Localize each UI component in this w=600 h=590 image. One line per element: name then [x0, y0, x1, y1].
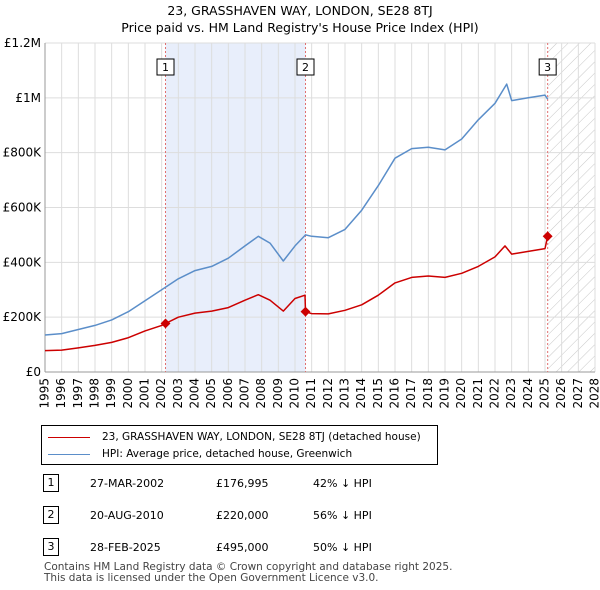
x-tick-label: 2003 — [171, 378, 185, 409]
y-tick-label: £800K — [3, 146, 43, 160]
transaction-row: 2 20-AUG-2010 £220,000 56% ↓ HPI — [0, 506, 600, 526]
sale-label-number: 2 — [302, 61, 309, 74]
x-tick-label: 2019 — [438, 378, 452, 409]
x-tick-label: 2010 — [288, 378, 302, 409]
legend-swatch-property — [48, 436, 90, 438]
chart-subtitle: Price paid vs. HM Land Registry's House … — [121, 20, 479, 35]
x-tick-label: 2001 — [138, 378, 152, 409]
x-tick-label: 2002 — [154, 378, 168, 409]
x-tick-label: 2008 — [254, 378, 268, 409]
x-tick-label: 2007 — [238, 378, 252, 409]
y-tick-label: £600K — [3, 201, 43, 215]
x-tick-label: 2023 — [504, 378, 518, 409]
sale-label-number: 3 — [544, 61, 551, 74]
sale-label-number: 1 — [162, 61, 169, 74]
x-tick-label: 2022 — [488, 378, 502, 409]
x-tick-label: 1997 — [71, 378, 85, 409]
x-tick-label: 1996 — [54, 378, 68, 409]
transaction-marker: 3 — [43, 538, 59, 556]
x-tick-label: 2028 — [588, 378, 600, 409]
x-tick-label: 2014 — [354, 378, 368, 409]
chart-title: 23, GRASSHAVEN WAY, LONDON, SE28 8TJ — [167, 3, 433, 18]
transaction-date: 27-MAR-2002 — [90, 477, 165, 490]
x-tick-label: 2015 — [371, 378, 385, 409]
property-price-line — [44, 236, 549, 352]
transaction-date: 28-FEB-2025 — [90, 541, 161, 554]
y-tick-label: £200K — [3, 310, 43, 324]
transaction-row: 1 27-MAR-2002 £176,995 42% ↓ HPI — [0, 474, 600, 494]
x-tick-label: 2020 — [454, 378, 468, 409]
footer-licence: This data is licensed under the Open Gov… — [44, 572, 379, 584]
x-tick-label: 2009 — [271, 378, 285, 409]
transaction-hpi-diff: 56% ↓ HPI — [313, 509, 372, 522]
x-tick-label: 2004 — [188, 378, 202, 409]
hpi-line — [44, 83, 549, 336]
transaction-date: 20-AUG-2010 — [90, 509, 164, 522]
sale-label-box — [538, 58, 557, 76]
x-tick-label: 2025 — [538, 378, 552, 409]
transaction-row: 3 28-FEB-2025 £495,000 50% ↓ HPI — [0, 538, 600, 558]
sale-label-box — [296, 58, 315, 76]
transaction-price: £176,995 — [216, 477, 269, 490]
transaction-hpi-diff: 50% ↓ HPI — [313, 541, 372, 554]
legend-label-hpi: HPI: Average price, detached house, Gree… — [102, 448, 353, 460]
x-tick-label: 2017 — [404, 378, 418, 409]
x-tick-label: 2024 — [521, 378, 535, 409]
x-tick-label: 2005 — [204, 378, 218, 409]
transaction-hpi-diff: 42% ↓ HPI — [313, 477, 372, 490]
x-tick-label: 2026 — [554, 378, 568, 409]
x-tick-label: 2011 — [304, 378, 318, 409]
legend: 23, GRASSHAVEN WAY, LONDON, SE28 8TJ (de… — [41, 425, 438, 465]
x-tick-label: 2006 — [221, 378, 235, 409]
x-tick-label: 2016 — [388, 378, 402, 409]
y-tick-label: £1.2M — [4, 36, 41, 50]
x-tick-label: 2013 — [338, 378, 352, 409]
sale-point — [160, 318, 171, 329]
x-tick-label: 2000 — [121, 378, 135, 409]
x-tick-label: 2012 — [321, 378, 335, 409]
transaction-price: £495,000 — [216, 541, 269, 554]
legend-item-hpi: HPI: Average price, detached house, Gree… — [48, 446, 352, 462]
legend-item-property: 23, GRASSHAVEN WAY, LONDON, SE28 8TJ (de… — [48, 429, 421, 445]
footer-copyright: Contains HM Land Registry data © Crown c… — [44, 561, 453, 573]
transaction-marker: 1 — [43, 474, 59, 492]
sale-label-box — [156, 58, 175, 76]
x-tick-label: 1999 — [104, 378, 118, 409]
x-tick-label: 1995 — [38, 378, 52, 409]
transaction-price: £220,000 — [216, 509, 269, 522]
sale-point — [300, 306, 311, 317]
legend-swatch-hpi — [48, 453, 90, 455]
x-tick-label: 2021 — [471, 378, 485, 409]
x-tick-label: 1998 — [88, 378, 102, 409]
legend-label-property: 23, GRASSHAVEN WAY, LONDON, SE28 8TJ (de… — [102, 431, 421, 443]
sale-point — [542, 231, 553, 242]
y-tick-label: £0 — [26, 365, 41, 379]
transaction-marker: 2 — [43, 506, 59, 524]
y-tick-label: £1M — [15, 91, 41, 105]
x-tick-label: 2027 — [571, 378, 585, 409]
x-tick-label: 2018 — [421, 378, 435, 409]
y-tick-label: £400K — [3, 255, 43, 269]
